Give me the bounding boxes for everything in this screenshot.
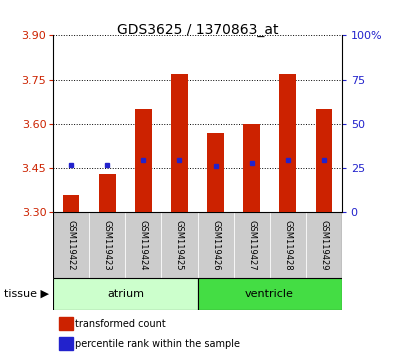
Text: GSM119427: GSM119427 <box>247 220 256 270</box>
Bar <box>306 212 342 278</box>
Bar <box>316 109 332 212</box>
Text: GSM119428: GSM119428 <box>283 220 292 270</box>
Bar <box>207 133 224 212</box>
Text: GSM119425: GSM119425 <box>175 220 184 270</box>
Bar <box>53 278 198 310</box>
Text: GSM119424: GSM119424 <box>139 220 148 270</box>
Bar <box>53 212 89 278</box>
Bar <box>59 337 73 350</box>
Bar <box>162 212 198 278</box>
Bar <box>89 212 126 278</box>
Text: GSM119429: GSM119429 <box>319 220 328 270</box>
Bar <box>198 212 233 278</box>
Text: GSM119426: GSM119426 <box>211 220 220 270</box>
Bar <box>171 74 188 212</box>
Bar <box>63 195 79 212</box>
Bar <box>270 212 306 278</box>
Bar <box>59 318 73 330</box>
Bar <box>99 174 115 212</box>
Bar <box>233 212 270 278</box>
Text: GSM119423: GSM119423 <box>103 220 112 270</box>
Bar <box>280 74 296 212</box>
Bar <box>126 212 162 278</box>
Text: ventricle: ventricle <box>245 289 294 299</box>
Bar <box>243 124 260 212</box>
Text: GDS3625 / 1370863_at: GDS3625 / 1370863_at <box>117 23 278 37</box>
Bar <box>198 278 342 310</box>
Text: tissue ▶: tissue ▶ <box>4 289 49 299</box>
Text: percentile rank within the sample: percentile rank within the sample <box>75 339 240 349</box>
Text: GSM119422: GSM119422 <box>67 220 76 270</box>
Text: atrium: atrium <box>107 289 144 299</box>
Text: transformed count: transformed count <box>75 319 166 329</box>
Bar <box>135 109 152 212</box>
